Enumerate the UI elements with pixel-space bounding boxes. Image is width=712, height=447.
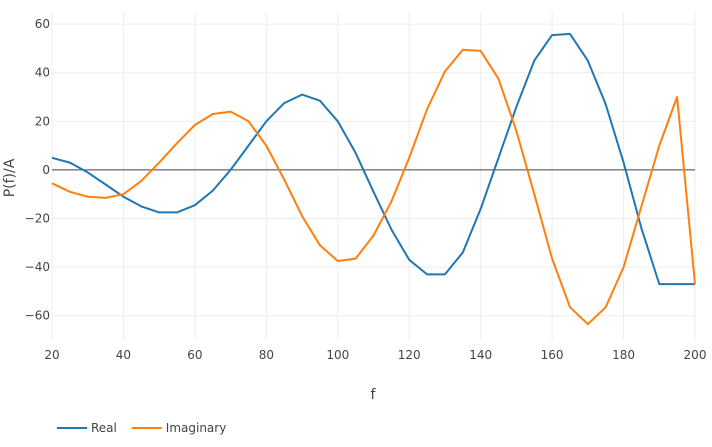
plot-series bbox=[51, 32, 696, 326]
legend-label-real: Real bbox=[91, 421, 117, 435]
x-tick-label: 20 bbox=[44, 348, 59, 362]
y-tick-label: 20 bbox=[35, 114, 50, 128]
x-tick-label: 100 bbox=[326, 348, 349, 362]
y-axis-title: P(f)/A bbox=[2, 158, 18, 197]
gridlines bbox=[51, 12, 696, 340]
y-tick-label: −20 bbox=[25, 212, 50, 226]
legend-label-imaginary: Imaginary bbox=[166, 421, 227, 435]
y-tick-label: 60 bbox=[35, 17, 50, 31]
y-tick-labels: −60 −40 −20 0 20 40 60 bbox=[25, 17, 50, 323]
x-tick-label: 180 bbox=[612, 348, 635, 362]
y-tick-label: −40 bbox=[25, 260, 50, 274]
x-tick-labels: 20 40 60 80 100 120 140 160 180 200 bbox=[44, 348, 706, 362]
x-tick-label: 120 bbox=[398, 348, 421, 362]
legend: Real Imaginary bbox=[57, 421, 226, 435]
x-axis-title: f bbox=[371, 387, 377, 403]
series-line-real bbox=[51, 32, 695, 286]
x-tick-label: 160 bbox=[541, 348, 564, 362]
x-tick-label: 200 bbox=[684, 348, 707, 362]
x-tick-label: 140 bbox=[469, 348, 492, 362]
x-tick-label: 80 bbox=[259, 348, 274, 362]
series-line-imaginary bbox=[51, 48, 696, 326]
y-tick-label: 40 bbox=[35, 66, 50, 80]
y-tick-label: 0 bbox=[42, 163, 50, 177]
x-tick-label: 60 bbox=[187, 348, 202, 362]
y-tick-label: −60 bbox=[25, 309, 50, 323]
x-tick-label: 40 bbox=[116, 348, 131, 362]
